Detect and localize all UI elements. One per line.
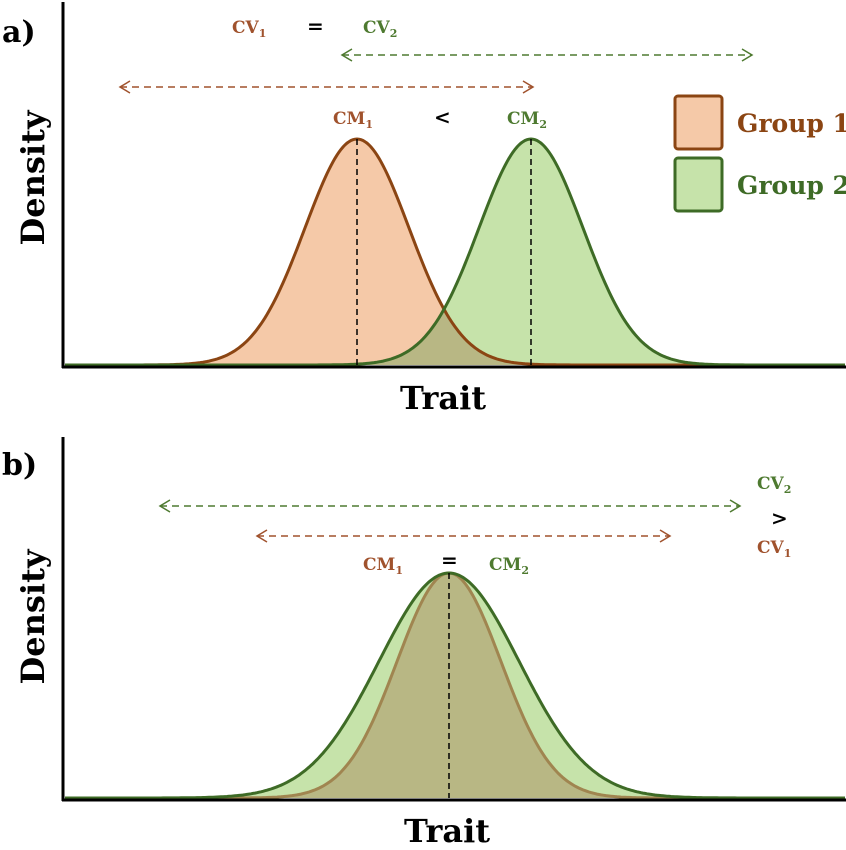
panel-a-group2-fill bbox=[65, 139, 846, 365]
panel-a: a) Trait Density CV1 = CV2 CM1 bbox=[2, 2, 846, 417]
panel-a-label: a) bbox=[2, 15, 36, 50]
panel-a-cv2-arrow bbox=[340, 48, 754, 62]
panel-a-cm2-label: CM2 bbox=[507, 109, 547, 131]
panel-a-cv2-label: CV2 bbox=[363, 18, 397, 40]
panel-b-x-title: Trait bbox=[404, 812, 490, 850]
legend-label-group2: Group 2 bbox=[737, 171, 846, 200]
panel-a-cm1-label: CM1 bbox=[333, 109, 373, 131]
legend-swatch-group2 bbox=[673, 156, 724, 213]
panel-b-group2-curve bbox=[65, 571, 845, 800]
panel-b-y-title: Density bbox=[14, 548, 52, 684]
panel-a-group2-curve bbox=[65, 137, 845, 367]
panel-b: b) Trait Density CV2 > CV1 CM1 = CM2 bbox=[2, 437, 846, 850]
panel-b-label: b) bbox=[2, 448, 37, 483]
panel-a-cv1-label: CV1 bbox=[232, 18, 266, 40]
legend: Group 1 Group 2 bbox=[673, 94, 846, 213]
panel-b-cm2-label: CM2 bbox=[489, 555, 529, 577]
legend-label-group1: Group 1 bbox=[737, 109, 846, 138]
panel-a-cv-operator: = bbox=[307, 14, 324, 38]
panel-b-cv-operator: > bbox=[771, 506, 788, 530]
panel-b-cv2-label: CV2 bbox=[757, 474, 791, 496]
panel-a-cm-operator: < bbox=[434, 105, 451, 129]
panel-b-cv2-arrow bbox=[158, 499, 742, 513]
panel-a-y-title: Density bbox=[14, 109, 52, 245]
panel-b-cv1-arrow bbox=[255, 529, 672, 543]
panel-a-x-title: Trait bbox=[400, 379, 486, 417]
panel-b-cm-operator: = bbox=[441, 548, 458, 572]
panel-a-cv1-arrow bbox=[118, 80, 535, 94]
legend-swatch-group1 bbox=[673, 94, 724, 151]
panel-b-cv1-label: CV1 bbox=[757, 538, 791, 560]
panel-b-overlap-fill bbox=[65, 573, 846, 798]
panel-b-cm1-label: CM1 bbox=[363, 555, 403, 577]
panel-a-overlap-fill bbox=[65, 139, 846, 365]
